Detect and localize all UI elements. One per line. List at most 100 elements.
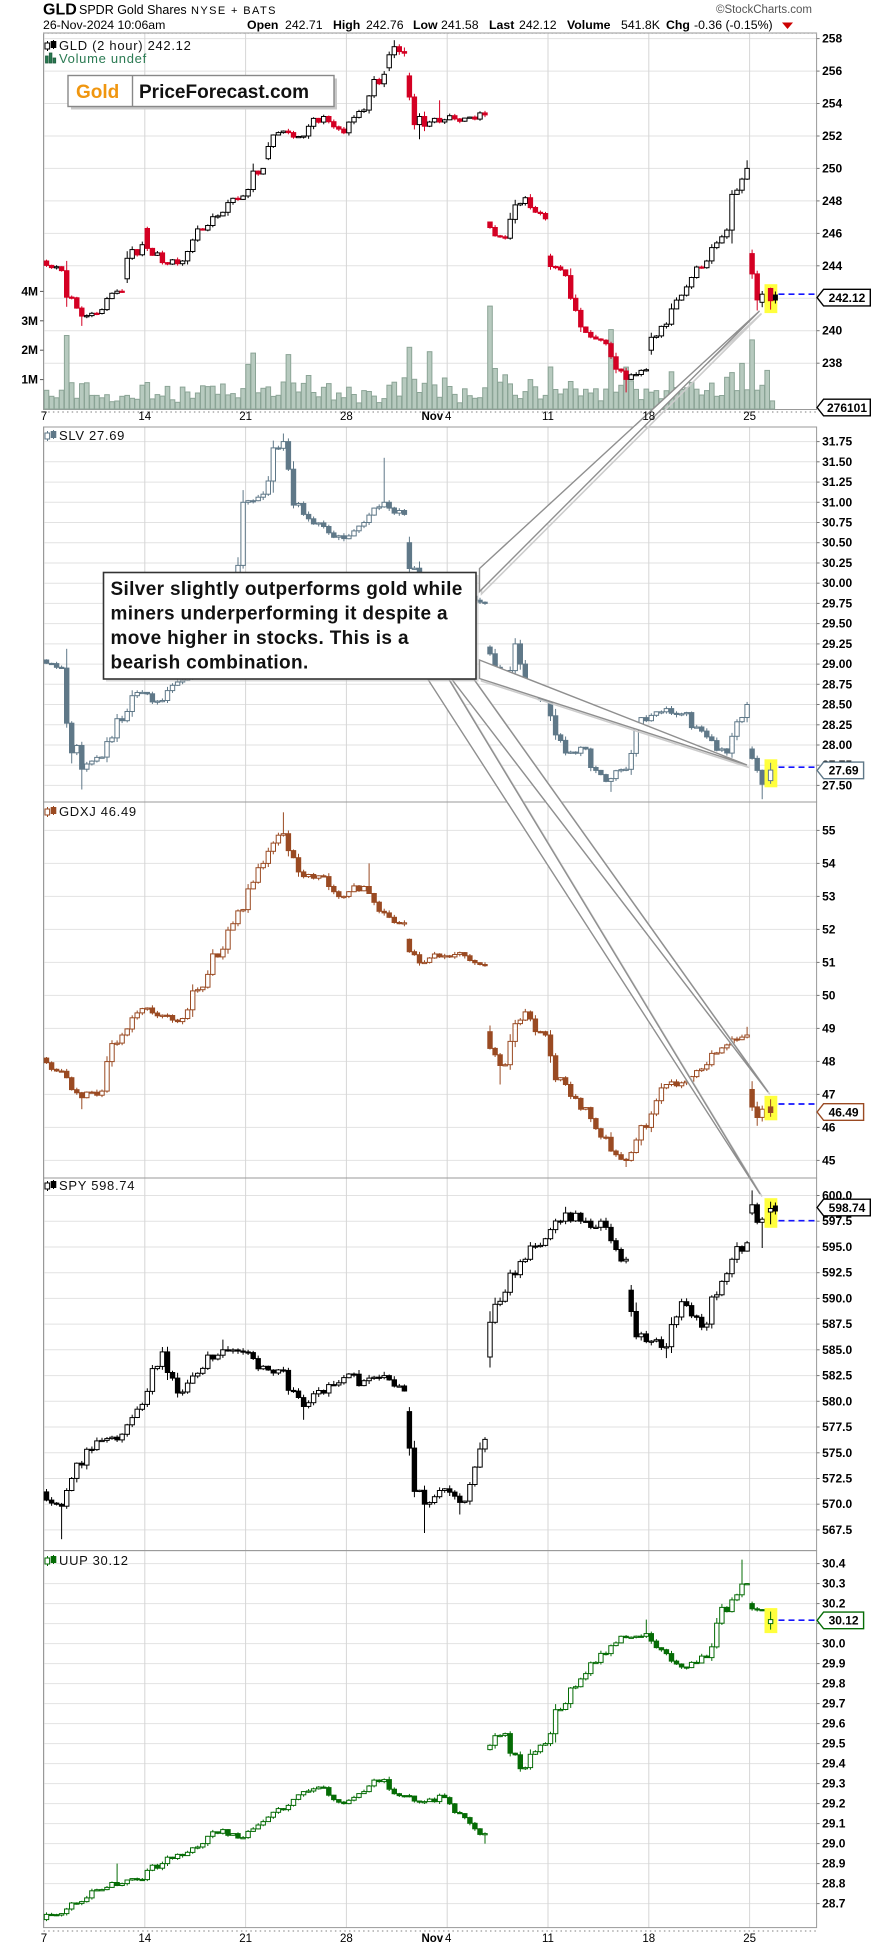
svg-text:51: 51 bbox=[822, 955, 836, 969]
svg-text:25: 25 bbox=[743, 1933, 756, 1945]
svg-text:PriceForecast.com: PriceForecast.com bbox=[139, 82, 309, 103]
svg-text:SLV 27.69: SLV 27.69 bbox=[59, 428, 125, 443]
svg-text:NYSE + BATS: NYSE + BATS bbox=[191, 5, 277, 17]
svg-text:move higher in stocks. This is: move higher in stocks. This is a bbox=[111, 628, 409, 649]
svg-text:11: 11 bbox=[542, 411, 554, 423]
svg-text:29.50: 29.50 bbox=[822, 617, 852, 631]
svg-text:miners underperforming it desp: miners underperforming it despite a bbox=[111, 604, 449, 625]
svg-text:250: 250 bbox=[822, 161, 842, 175]
svg-text:SPY 598.74: SPY 598.74 bbox=[59, 1178, 135, 1193]
svg-text:252: 252 bbox=[822, 129, 842, 143]
svg-text:bearish combination.: bearish combination. bbox=[111, 653, 309, 674]
svg-text:31.50: 31.50 bbox=[822, 455, 852, 469]
svg-text:28.00: 28.00 bbox=[822, 738, 852, 752]
svg-text:30.0: 30.0 bbox=[822, 1637, 846, 1651]
svg-text:28.9: 28.9 bbox=[822, 1857, 846, 1871]
svg-text:7: 7 bbox=[41, 411, 47, 423]
svg-text:30.25: 30.25 bbox=[822, 556, 852, 570]
svg-text:242.12: 242.12 bbox=[829, 291, 866, 305]
svg-text:575.0: 575.0 bbox=[822, 1446, 852, 1460]
svg-text:29.75: 29.75 bbox=[822, 596, 852, 610]
svg-text:18: 18 bbox=[642, 411, 655, 423]
svg-text:28.8: 28.8 bbox=[822, 1877, 846, 1891]
svg-text:29.6: 29.6 bbox=[822, 1717, 846, 1731]
svg-text:240: 240 bbox=[822, 324, 842, 338]
svg-text:High: High bbox=[333, 18, 360, 32]
svg-text:592.5: 592.5 bbox=[822, 1266, 852, 1280]
svg-text:30.12: 30.12 bbox=[829, 1614, 859, 1628]
svg-text:SPDR Gold Shares: SPDR Gold Shares bbox=[79, 3, 187, 17]
svg-text:248: 248 bbox=[822, 194, 842, 208]
svg-text:25: 25 bbox=[743, 411, 756, 423]
svg-text:4M: 4M bbox=[21, 284, 38, 298]
svg-text:47: 47 bbox=[822, 1087, 836, 1101]
svg-text:Gold: Gold bbox=[76, 82, 119, 103]
svg-text:52: 52 bbox=[822, 922, 836, 936]
svg-text:Open: Open bbox=[247, 18, 278, 32]
svg-text:30.2: 30.2 bbox=[822, 1597, 846, 1611]
svg-text:582.5: 582.5 bbox=[822, 1369, 852, 1383]
svg-text:54: 54 bbox=[822, 856, 836, 870]
svg-text:Volume undef: Volume undef bbox=[59, 51, 147, 66]
svg-text:21: 21 bbox=[239, 411, 252, 423]
svg-text:29.4: 29.4 bbox=[822, 1757, 846, 1771]
svg-text:256: 256 bbox=[822, 64, 842, 78]
svg-text:Low: Low bbox=[413, 18, 438, 32]
svg-text:14: 14 bbox=[138, 1933, 151, 1945]
svg-text:7: 7 bbox=[41, 1933, 47, 1945]
svg-text:31.00: 31.00 bbox=[822, 495, 852, 509]
svg-text:28.50: 28.50 bbox=[822, 698, 852, 712]
svg-text:4: 4 bbox=[445, 1933, 452, 1945]
svg-text:GLD (2 hour) 242.12: GLD (2 hour) 242.12 bbox=[59, 38, 192, 53]
svg-text:2M: 2M bbox=[21, 343, 38, 357]
svg-text:28.75: 28.75 bbox=[822, 677, 852, 691]
svg-text:50: 50 bbox=[822, 988, 836, 1002]
svg-text:30.50: 30.50 bbox=[822, 536, 852, 550]
svg-text:Last: Last bbox=[489, 18, 514, 32]
svg-text:29.8: 29.8 bbox=[822, 1677, 846, 1691]
svg-text:242.71: 242.71 bbox=[285, 18, 323, 32]
svg-text:590.0: 590.0 bbox=[822, 1291, 852, 1305]
svg-text:©StockCharts.com: ©StockCharts.com bbox=[716, 4, 812, 16]
svg-text:585.0: 585.0 bbox=[822, 1343, 852, 1357]
svg-text:48: 48 bbox=[822, 1054, 836, 1068]
svg-text:598.74: 598.74 bbox=[829, 1201, 866, 1215]
svg-text:29.25: 29.25 bbox=[822, 637, 852, 651]
svg-text:238: 238 bbox=[822, 356, 842, 370]
svg-text:31.75: 31.75 bbox=[822, 435, 852, 449]
svg-text:580.0: 580.0 bbox=[822, 1394, 852, 1408]
svg-text:Volume: Volume bbox=[567, 18, 611, 32]
svg-text:30.75: 30.75 bbox=[822, 516, 852, 530]
svg-text:28.25: 28.25 bbox=[822, 718, 852, 732]
svg-text:1M: 1M bbox=[21, 373, 38, 387]
svg-text:28: 28 bbox=[340, 411, 353, 423]
svg-text:28: 28 bbox=[340, 1933, 353, 1945]
svg-text:242.76: 242.76 bbox=[366, 18, 404, 32]
svg-text:26-Nov-2024 10:06am: 26-Nov-2024 10:06am bbox=[43, 18, 165, 32]
svg-text:570.0: 570.0 bbox=[822, 1497, 852, 1511]
svg-text:577.5: 577.5 bbox=[822, 1420, 852, 1434]
svg-text:Chg: Chg bbox=[666, 18, 690, 32]
svg-text:53: 53 bbox=[822, 889, 836, 903]
svg-text:30.4: 30.4 bbox=[822, 1557, 846, 1571]
svg-text:541.8K: 541.8K bbox=[621, 18, 661, 32]
svg-text:46.49: 46.49 bbox=[829, 1105, 859, 1119]
svg-text:UUP 30.12: UUP 30.12 bbox=[59, 1553, 129, 1568]
svg-text:46: 46 bbox=[822, 1120, 836, 1134]
svg-text:11: 11 bbox=[542, 1933, 554, 1945]
svg-text:29.5: 29.5 bbox=[822, 1737, 846, 1751]
svg-text:246: 246 bbox=[822, 226, 842, 240]
svg-text:21: 21 bbox=[239, 1933, 252, 1945]
svg-text:4: 4 bbox=[445, 411, 452, 423]
svg-text:3M: 3M bbox=[21, 314, 38, 328]
svg-text:258: 258 bbox=[822, 32, 842, 46]
svg-text:Silver slightly outperforms go: Silver slightly outperforms gold while bbox=[111, 579, 463, 600]
svg-text:242.12: 242.12 bbox=[519, 18, 557, 32]
svg-text:49: 49 bbox=[822, 1021, 836, 1035]
svg-text:GLD: GLD bbox=[43, 2, 77, 19]
svg-text:14: 14 bbox=[138, 411, 151, 423]
svg-text:Nov: Nov bbox=[421, 411, 443, 423]
svg-text:30.00: 30.00 bbox=[822, 576, 852, 590]
svg-text:GDXJ 46.49: GDXJ 46.49 bbox=[59, 804, 137, 819]
svg-text:45: 45 bbox=[822, 1153, 836, 1167]
